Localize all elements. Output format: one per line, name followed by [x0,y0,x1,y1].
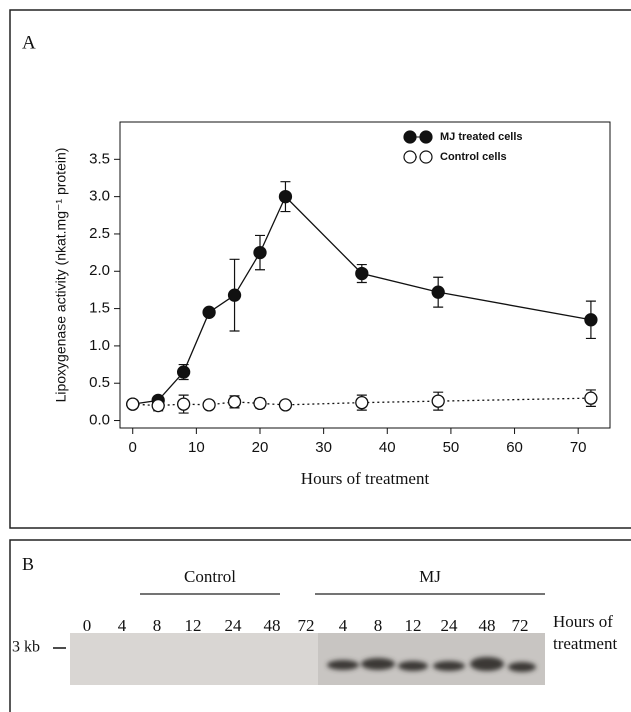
blot-image [53,633,545,685]
data-point [203,399,215,411]
panel-label: B [22,554,34,574]
y-axis-label: Lipoxygenase activity (nkat.mg⁻¹ protein… [53,148,69,403]
size-marker: 3 kb [12,639,40,656]
lane-label: 4 [118,616,127,635]
lane-label: 0 [83,616,92,635]
legend-marker [420,151,432,163]
data-point [152,400,164,412]
legend-marker [404,131,416,143]
data-point [432,286,444,298]
data-point [585,314,597,326]
x-tick-label: 20 [252,439,269,456]
lane-label: 12 [405,616,422,635]
data-point [127,398,139,410]
x-tick-label: 30 [315,439,332,456]
lane-label: 24 [225,616,243,635]
y-tick-label: 0.0 [89,412,110,429]
lane-label: 24 [441,616,459,635]
lane-label: 4 [339,616,348,635]
data-point [229,396,241,408]
lane-label: 8 [153,616,162,635]
data-point [279,399,291,411]
panel-b-frame [10,540,631,712]
data-point [254,247,266,259]
data-point [229,289,241,301]
panel-label: A [22,32,36,53]
y-tick-label: 2.0 [89,262,110,279]
data-point [356,268,368,280]
lane-label: 48 [264,616,281,635]
data-point [178,398,190,410]
y-tick-label: 3.0 [89,188,110,205]
y-tick-label: 0.5 [89,374,110,391]
lane-label: 12 [185,616,202,635]
x-tick-label: 40 [379,439,396,456]
data-point [254,397,266,409]
data-point [432,395,444,407]
data-point [585,392,597,404]
series-line [133,197,591,404]
legend-marker [420,131,432,143]
x-axis-label: Hours of treatment [301,469,430,488]
x-tick-label: 50 [443,439,460,456]
lane-label: 8 [374,616,383,635]
y-tick-label: 1.0 [89,337,110,354]
data-point [356,397,368,409]
data-point [203,306,215,318]
legend-label: Control cells [440,151,507,163]
group-label: MJ [419,567,441,586]
lane-label: 72 [512,616,529,635]
x-tick-label: 10 [188,439,205,456]
figure: A B Hours of treatment Lipoxygenase acti… [0,0,631,712]
y-tick-label: 2.5 [89,225,110,242]
legend-label: MJ treated cells [440,131,523,143]
x-tick-label: 0 [129,439,137,456]
x-tick-label: 60 [506,439,523,456]
lane-axis-label: treatment [553,634,617,653]
lane-label: 72 [298,616,315,635]
x-tick-label: 70 [570,439,587,456]
y-tick-label: 1.5 [89,300,110,317]
lane-label: 48 [479,616,496,635]
legend-marker [404,151,416,163]
group-label: Control [184,567,236,586]
y-tick-label: 3.5 [89,150,110,167]
lane-axis-label: Hours of [553,612,613,631]
data-point [279,191,291,203]
data-point [178,366,190,378]
